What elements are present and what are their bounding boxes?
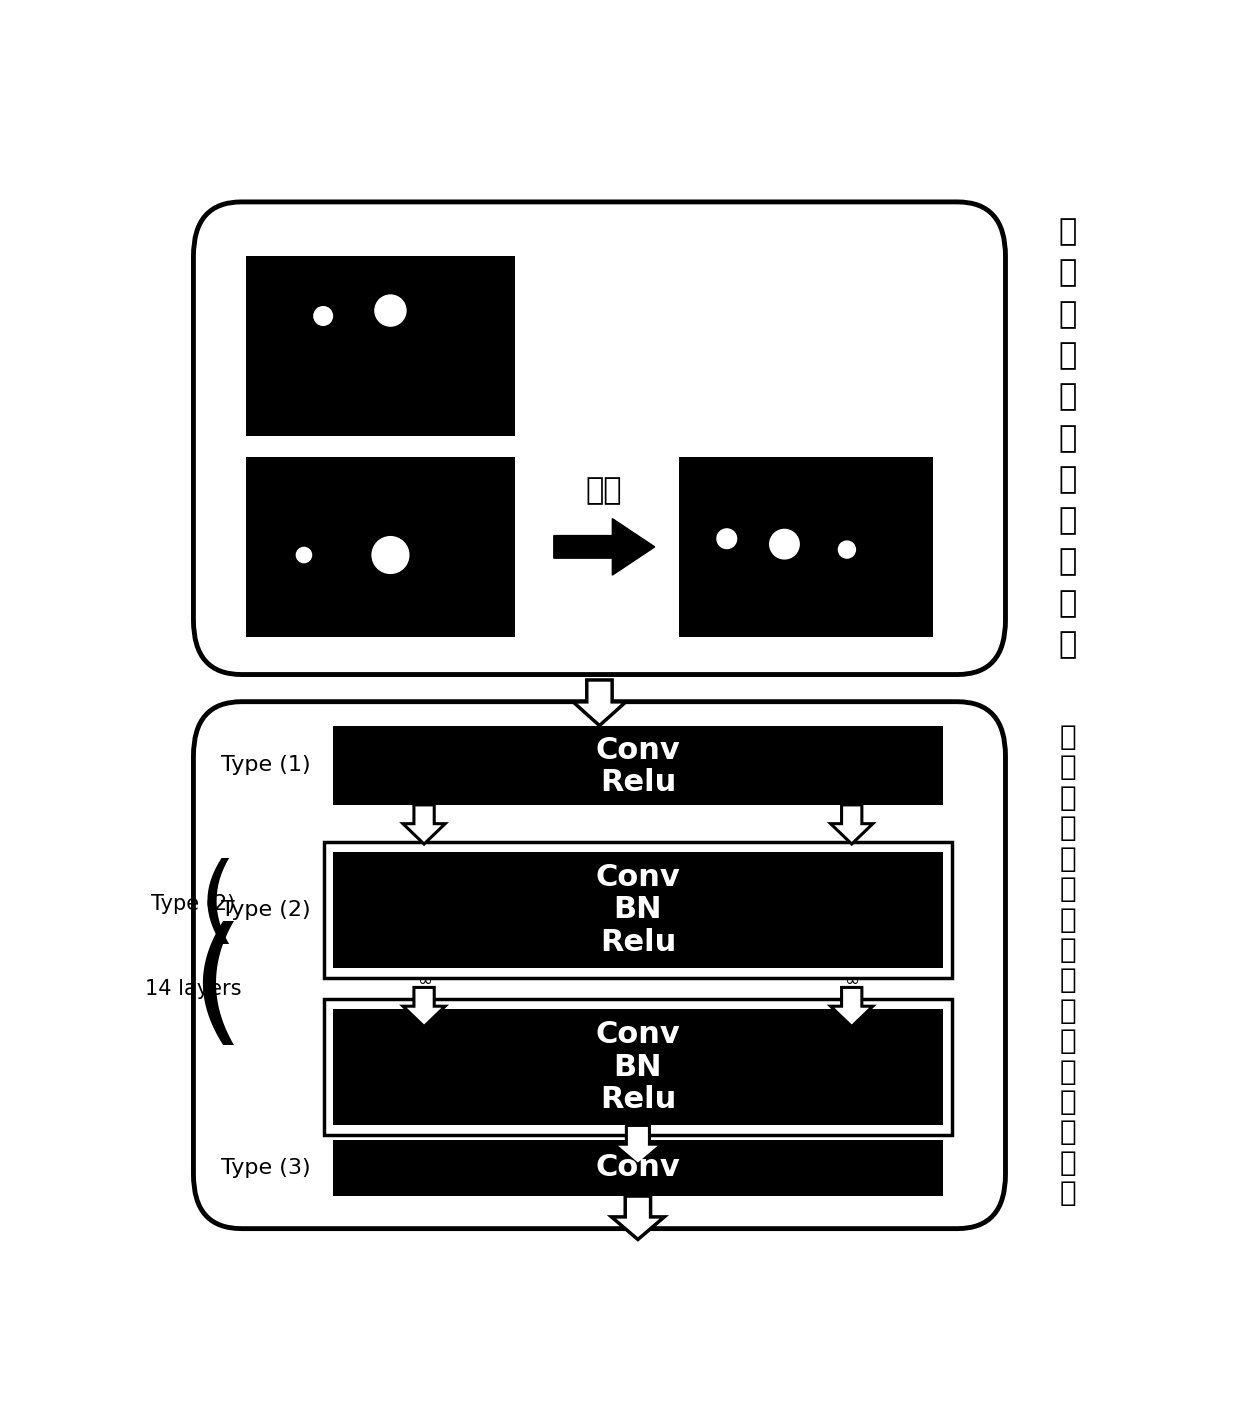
Text: BN: BN <box>614 1053 662 1082</box>
Text: Type (2): Type (2) <box>221 900 310 920</box>
Polygon shape <box>554 519 655 576</box>
Text: ∞: ∞ <box>844 972 859 991</box>
Point <box>837 539 857 562</box>
Text: (: ( <box>198 858 237 951</box>
Point <box>717 528 737 550</box>
Bar <box>332 1140 942 1197</box>
Text: Type (3): Type (3) <box>221 1158 310 1178</box>
Text: 方: 方 <box>1060 1149 1076 1177</box>
Text: 法: 法 <box>1060 1180 1076 1208</box>
Text: 校: 校 <box>1060 1088 1076 1116</box>
Text: 像: 像 <box>1060 1058 1076 1085</box>
Text: 于: 于 <box>1060 753 1076 782</box>
Polygon shape <box>573 680 626 725</box>
Text: Conv: Conv <box>595 737 681 766</box>
Text: 像: 像 <box>1059 341 1078 370</box>
Bar <box>332 852 942 968</box>
Text: 图: 图 <box>1059 301 1078 329</box>
Text: 属: 属 <box>1060 967 1076 995</box>
Text: 基: 基 <box>1060 722 1076 751</box>
Text: 变形: 变形 <box>585 476 622 505</box>
Text: BN: BN <box>614 895 662 924</box>
Polygon shape <box>403 988 445 1027</box>
Text: 络: 络 <box>1060 875 1076 903</box>
Bar <box>324 999 951 1136</box>
Bar <box>247 457 516 636</box>
Text: 天: 天 <box>1059 217 1078 247</box>
Text: 影: 影 <box>1060 1027 1076 1055</box>
Text: Type (1): Type (1) <box>221 755 310 775</box>
FancyBboxPatch shape <box>193 701 1006 1229</box>
Text: 数: 数 <box>1059 423 1078 453</box>
Polygon shape <box>611 1197 665 1239</box>
Text: Conv: Conv <box>595 1153 681 1182</box>
Polygon shape <box>403 804 445 844</box>
Text: 金: 金 <box>1060 935 1076 964</box>
Text: Relu: Relu <box>600 768 676 797</box>
Text: Relu: Relu <box>600 928 676 957</box>
Bar <box>332 1009 942 1126</box>
Text: 14 layers: 14 layers <box>145 978 242 999</box>
Text: 自: 自 <box>1059 466 1078 494</box>
Text: 应: 应 <box>1059 547 1078 577</box>
Text: 神: 神 <box>1060 785 1076 811</box>
Point <box>775 533 795 556</box>
Text: Conv: Conv <box>595 1020 681 1050</box>
Text: 正: 正 <box>1060 1119 1076 1147</box>
Text: 经: 经 <box>1060 814 1076 842</box>
Point <box>314 305 334 327</box>
Text: ∞: ∞ <box>417 972 432 991</box>
Polygon shape <box>831 988 873 1027</box>
Text: Type (2): Type (2) <box>151 895 236 914</box>
Text: (: ( <box>191 921 244 1055</box>
Polygon shape <box>614 1126 662 1164</box>
FancyBboxPatch shape <box>193 202 1006 674</box>
Point <box>381 543 401 566</box>
Point <box>294 543 314 566</box>
Text: 适: 适 <box>1059 507 1078 535</box>
Text: 参: 参 <box>1059 382 1078 412</box>
Polygon shape <box>831 804 873 844</box>
Bar <box>332 725 942 804</box>
Text: 网: 网 <box>1060 845 1076 872</box>
Text: 的: 的 <box>1060 906 1076 934</box>
Bar <box>324 842 951 978</box>
Bar <box>678 457 934 636</box>
Text: Relu: Relu <box>600 1085 676 1115</box>
Text: 然: 然 <box>1059 258 1078 288</box>
Point <box>381 299 401 322</box>
Text: 伪: 伪 <box>1060 996 1076 1024</box>
Bar <box>247 257 516 436</box>
Text: 法: 法 <box>1059 631 1078 659</box>
Text: Conv: Conv <box>595 862 681 892</box>
Text: 方: 方 <box>1059 588 1078 618</box>
